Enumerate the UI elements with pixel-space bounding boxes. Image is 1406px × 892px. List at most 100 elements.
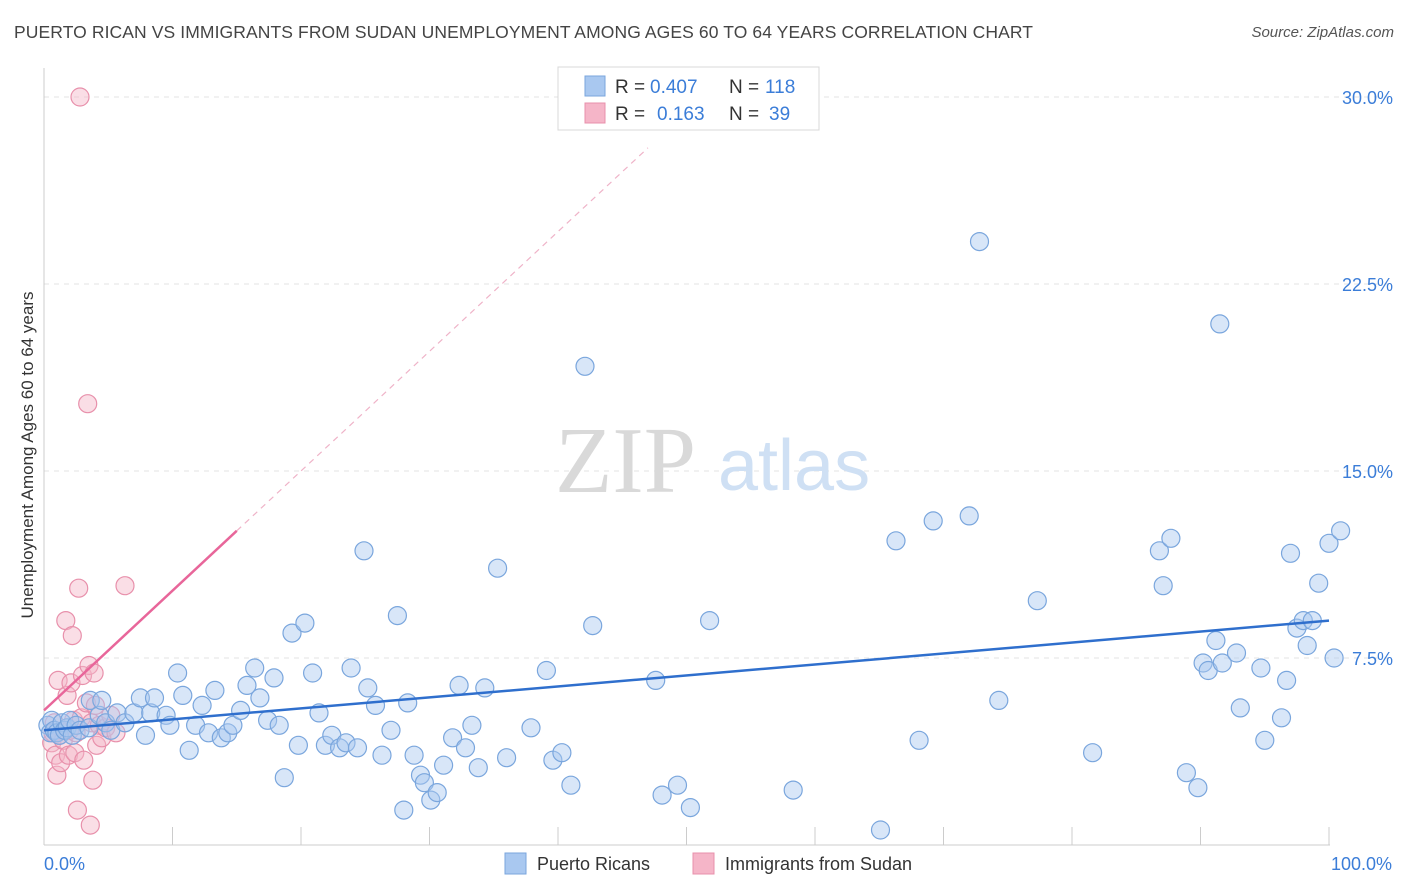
point-puerto-rican-44 (269, 715, 289, 735)
point-puerto-rican-60 (372, 745, 392, 765)
point-puerto-rican-61 (381, 720, 401, 740)
point-sudan-23 (74, 750, 94, 770)
point-puerto-rican-69 (427, 782, 447, 803)
point-puerto-rican-59 (365, 695, 386, 716)
point-puerto-rican-45 (274, 768, 294, 788)
point-puerto-rican-71 (443, 728, 463, 748)
point-puerto-rican-64 (398, 693, 418, 713)
point-puerto-rican-91 (783, 780, 803, 800)
stats-swatch-puerto-ricans (584, 75, 606, 97)
legend-swatch-puerto-ricans (504, 852, 527, 875)
point-sudan-7 (51, 753, 71, 773)
point-puerto-rican-102 (1153, 576, 1173, 596)
point-puerto-rican-100 (1082, 743, 1103, 763)
point-sudan-25 (78, 394, 98, 414)
chart-source: Source: ZipAtlas.com (1251, 24, 1394, 41)
point-sudan-20 (70, 87, 90, 107)
stats-r-label-2: R = (615, 104, 645, 125)
point-puerto-rican-74 (462, 715, 482, 735)
stats-r-label-1: R = (615, 77, 645, 98)
y-tick-label-3: 30.0% (1342, 88, 1393, 108)
point-puerto-rican-23 (135, 725, 156, 745)
point-puerto-rican-78 (497, 748, 517, 768)
point-puerto-rican-124 (1324, 648, 1344, 668)
point-puerto-rican-49 (303, 663, 323, 683)
stats-r-value-1: 0.407 (650, 77, 698, 98)
trendline-extension-sudan (236, 147, 649, 532)
point-puerto-rican-14 (80, 690, 100, 711)
point-puerto-rican-117 (1280, 543, 1301, 563)
trendlines (43, 147, 1330, 732)
point-puerto-rican-104 (1176, 763, 1197, 783)
point-puerto-rican-99 (1027, 591, 1047, 611)
point-sudan-14 (62, 625, 82, 646)
point-puerto-rican-83 (561, 775, 581, 795)
point-puerto-rican-92 (870, 820, 891, 840)
point-puerto-rican-29 (173, 685, 193, 706)
point-puerto-rican-67 (414, 773, 434, 793)
point-puerto-rican-25 (144, 688, 165, 708)
point-puerto-rican-19 (107, 703, 127, 723)
y-tick-label-1: 15.0% (1342, 462, 1393, 482)
point-puerto-rican-108 (1206, 630, 1226, 651)
stats-swatch-sudan (584, 102, 606, 124)
point-puerto-rican-77 (488, 558, 508, 578)
point-puerto-rican-73 (455, 738, 476, 758)
bottom-legend: Puerto Ricans Immigrants from Sudan (504, 852, 912, 875)
point-puerto-rican-46 (282, 623, 302, 643)
gridlines (44, 96, 1392, 659)
point-puerto-rican-55 (341, 658, 361, 678)
point-puerto-rican-58 (358, 678, 378, 698)
point-puerto-rican-95 (923, 511, 943, 531)
point-puerto-rican-96 (959, 506, 979, 526)
point-puerto-rican-72 (449, 675, 469, 696)
point-puerto-rican-123 (1319, 533, 1339, 553)
point-puerto-rican-37 (223, 715, 243, 735)
watermark-zip: ZIP (555, 409, 696, 513)
point-puerto-rican-28 (168, 663, 188, 683)
point-sudan-29 (83, 770, 103, 790)
point-sudan-27 (80, 815, 100, 835)
point-puerto-rican-34 (205, 680, 225, 701)
point-puerto-rican-125 (1330, 521, 1351, 541)
point-puerto-rican-56 (347, 738, 368, 758)
point-sudan-38 (115, 576, 135, 596)
point-puerto-rican-57 (354, 541, 374, 561)
point-puerto-rican-90 (699, 610, 720, 631)
stats-legend: R = 0.407 N = 118 R = 0.163 N = 39 (557, 66, 820, 131)
point-puerto-rican-122 (1309, 573, 1329, 593)
point-puerto-rican-38 (231, 700, 251, 721)
point-sudan-18 (67, 800, 88, 820)
point-puerto-rican-101 (1149, 541, 1170, 561)
trendline-sudan (43, 529, 238, 712)
point-puerto-rican-63 (394, 800, 414, 820)
legend-label-puerto-ricans: Puerto Ricans (537, 854, 650, 874)
point-puerto-rican-110 (1212, 653, 1232, 673)
point-puerto-rican-33 (198, 723, 219, 743)
point-puerto-rican-88 (667, 775, 688, 795)
watermark: ZIP atlas (555, 409, 870, 513)
point-puerto-rican-54 (336, 733, 356, 753)
point-puerto-rican-82 (552, 743, 572, 763)
stats-n-label-2: N = (729, 104, 759, 125)
x-tick-label-max: 100.0% (1331, 854, 1392, 874)
chart-title: PUERTO RICAN VS IMMIGRANTS FROM SUDAN UN… (14, 22, 1034, 42)
point-puerto-rican-109 (1210, 314, 1230, 334)
trendline-puerto-ricans (43, 619, 1330, 732)
x-tick-label-min: 0.0% (44, 854, 85, 874)
point-puerto-rican-85 (583, 615, 603, 636)
point-sudan-4 (47, 765, 67, 785)
point-puerto-rican-93 (886, 531, 906, 551)
y-tick-label-2: 22.5% (1342, 275, 1393, 295)
point-puerto-rican-35 (211, 728, 231, 748)
point-puerto-rican-68 (421, 790, 441, 810)
point-sudan-10 (57, 685, 77, 706)
point-puerto-rican-87 (652, 785, 672, 805)
point-puerto-rican-65 (404, 745, 424, 765)
point-puerto-rican-40 (245, 658, 265, 678)
point-puerto-rican-32 (192, 695, 212, 716)
point-sudan-19 (69, 578, 89, 598)
point-puerto-rican-114 (1255, 730, 1275, 750)
x-tick-labels: 0.0% 100.0% (44, 854, 1392, 874)
stats-r-value-2: 0.163 (657, 104, 705, 125)
